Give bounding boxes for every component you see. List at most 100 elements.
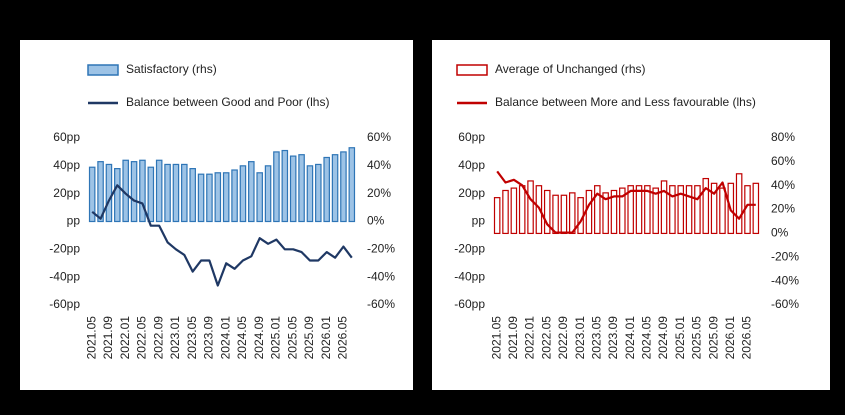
y2-tick-label: 0% xyxy=(367,214,385,228)
bar xyxy=(560,194,568,235)
y-tick-label: -20pp xyxy=(454,242,485,256)
bar xyxy=(281,149,289,223)
legend-swatch xyxy=(456,64,488,76)
x-tick-label: 2023.09 xyxy=(202,316,216,360)
bar xyxy=(264,165,272,223)
bar xyxy=(222,172,230,223)
bar xyxy=(88,166,96,223)
x-tick-label: 2023.01 xyxy=(573,316,587,360)
y2-tick-label: -60% xyxy=(367,297,395,311)
x-tick-label: 2023.05 xyxy=(589,316,603,360)
bar xyxy=(685,185,693,235)
bar xyxy=(155,159,163,223)
y2-tick-label: 0% xyxy=(771,226,789,240)
bar xyxy=(172,163,180,223)
bar xyxy=(660,180,668,235)
bar xyxy=(493,197,501,235)
bar xyxy=(502,189,509,235)
bar xyxy=(315,163,322,223)
x-tick-label: 2026.05 xyxy=(336,316,350,360)
x-tick-label: 2023.09 xyxy=(606,316,620,360)
bar xyxy=(105,163,113,223)
bar xyxy=(510,187,518,235)
bar xyxy=(139,159,146,223)
y-tick-label: -40pp xyxy=(49,269,80,283)
x-tick-label: 2022.01 xyxy=(523,316,537,360)
y-tick-label: -40pp xyxy=(454,269,485,283)
legend-label: Satisfactory (rhs) xyxy=(126,62,217,76)
bar xyxy=(114,168,121,223)
bar xyxy=(602,192,609,235)
x-tick-label: 2026.01 xyxy=(723,316,737,360)
y2-tick-label: -40% xyxy=(367,269,395,283)
bar xyxy=(710,182,718,235)
bar xyxy=(197,173,205,223)
bar xyxy=(518,185,526,235)
x-tick-label: 2022.01 xyxy=(118,316,132,360)
bar xyxy=(130,161,138,223)
x-tick-label: 2021.05 xyxy=(489,316,503,360)
y2-tick-label: 60% xyxy=(367,130,391,144)
bar xyxy=(256,172,263,223)
bar xyxy=(348,147,356,223)
x-tick-label: 2021.09 xyxy=(101,316,115,360)
y2-tick-label: -20% xyxy=(771,249,799,263)
y-tick-label: -60pp xyxy=(49,297,80,311)
bar xyxy=(635,185,643,235)
x-tick-label: 2025.09 xyxy=(706,316,720,360)
x-tick-label: 2022.09 xyxy=(556,316,570,360)
y-tick-label: 20pp xyxy=(458,186,485,200)
bar xyxy=(206,173,213,223)
x-tick-label: 2022.05 xyxy=(539,316,553,360)
x-tick-label: 2024.09 xyxy=(656,316,670,360)
legend-label: Balance between Good and Poor (lhs) xyxy=(126,95,329,109)
bar xyxy=(568,192,576,235)
bar xyxy=(214,172,222,223)
x-tick-label: 2024.01 xyxy=(218,316,232,360)
x-tick-label: 2024.05 xyxy=(235,316,249,360)
bar xyxy=(289,155,297,223)
x-tick-label: 2024.01 xyxy=(623,316,637,360)
bar xyxy=(239,165,247,223)
y2-tick-label: 20% xyxy=(367,186,391,200)
bar xyxy=(323,156,330,223)
x-tick-label: 2024.09 xyxy=(252,316,266,360)
bar xyxy=(543,189,551,235)
bar xyxy=(552,194,559,235)
bar xyxy=(164,163,171,223)
bar xyxy=(181,163,188,223)
x-tick-label: 2023.01 xyxy=(168,316,182,360)
bar xyxy=(594,185,601,235)
x-tick-label: 2025.01 xyxy=(673,316,687,360)
y2-tick-label: 40% xyxy=(771,178,795,192)
x-tick-label: 2022.09 xyxy=(151,316,165,360)
y2-tick-label: -60% xyxy=(771,297,799,311)
y-tick-label: pp xyxy=(472,214,486,228)
bar xyxy=(585,189,593,235)
bar xyxy=(189,168,196,223)
bar xyxy=(298,154,305,223)
bar xyxy=(694,185,701,235)
bar xyxy=(331,154,339,223)
x-tick-label: 2025.05 xyxy=(690,316,704,360)
y2-tick-label: -20% xyxy=(367,242,395,256)
bar xyxy=(627,185,634,235)
bar xyxy=(702,177,710,235)
bar xyxy=(752,182,760,235)
x-tick-label: 2024.05 xyxy=(640,316,654,360)
bar xyxy=(147,166,155,223)
x-tick-label: 2022.05 xyxy=(135,316,149,360)
x-tick-label: 2023.05 xyxy=(185,316,199,360)
bar xyxy=(248,161,255,223)
y-tick-label: pp xyxy=(67,214,81,228)
legend-label: Average of Unchanged (rhs) xyxy=(495,62,646,76)
y2-tick-label: 40% xyxy=(367,158,391,172)
bar xyxy=(669,185,676,235)
bar xyxy=(340,151,347,223)
bar xyxy=(735,173,743,235)
y2-tick-label: -40% xyxy=(771,273,799,287)
bar xyxy=(306,165,314,223)
x-tick-label: 2025.01 xyxy=(269,316,283,360)
